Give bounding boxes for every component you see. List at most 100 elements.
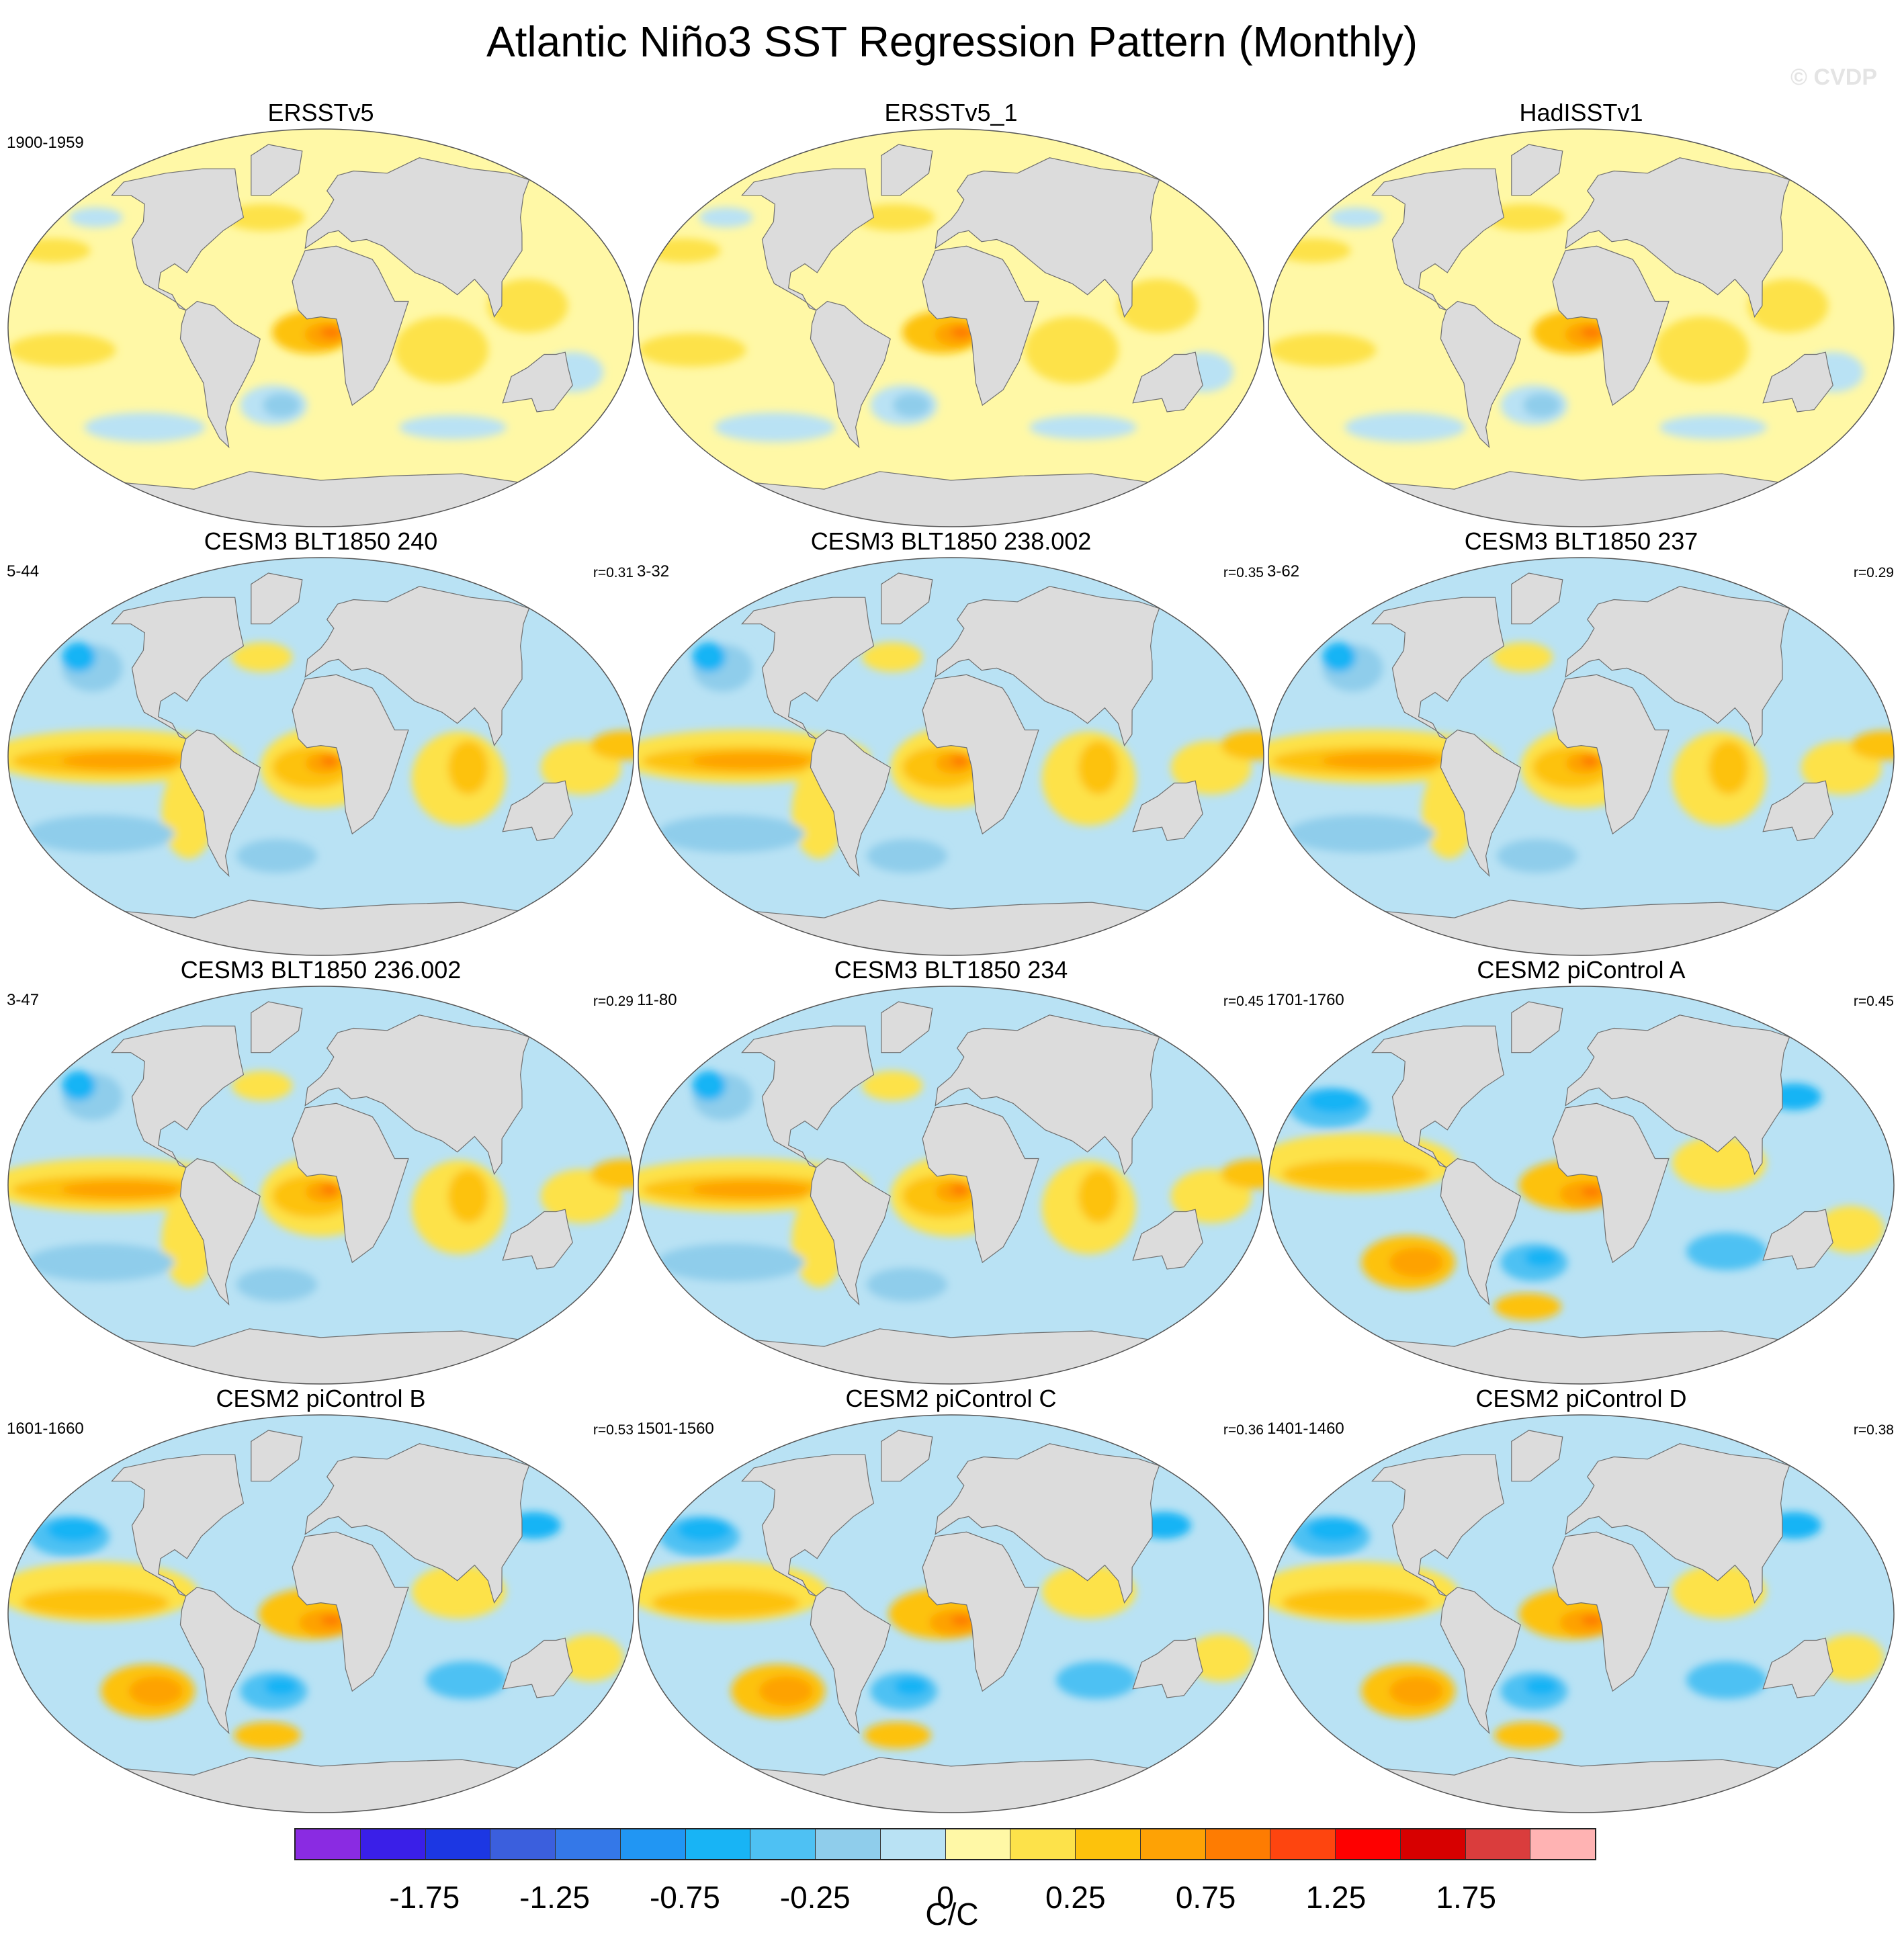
sst-anomaly-region	[320, 755, 339, 767]
land-mask	[751, 900, 1152, 955]
panel-correlation: r=0.36	[1223, 1422, 1264, 1438]
land-mask	[1565, 1443, 1790, 1604]
sst-anomaly-region	[893, 393, 931, 418]
sst-anomaly-region	[320, 326, 342, 339]
land-mask	[121, 471, 521, 527]
land-mask	[1511, 144, 1563, 196]
land-mask	[292, 1531, 409, 1692]
map-outline	[7, 1414, 634, 1813]
sst-anomaly-region	[1484, 204, 1565, 231]
land-mask	[251, 1001, 303, 1053]
land-mask	[502, 1637, 573, 1698]
land-mask	[922, 674, 1039, 835]
sst-anomaly-region	[1389, 1248, 1443, 1278]
land-mask	[292, 1102, 409, 1264]
colorbar-box-4	[556, 1829, 621, 1859]
sst-anomaly-region	[447, 740, 488, 795]
sst-anomaly-region	[1581, 1614, 1602, 1626]
sst-anomaly-region	[232, 1071, 293, 1100]
land-mask	[1762, 351, 1833, 413]
sst-anomaly-region	[1389, 1676, 1443, 1706]
colorbar-label: 0.75	[1175, 1880, 1236, 1915]
panel-title: CESM3 BLT1850 237	[1464, 527, 1698, 555]
land-mask	[1381, 900, 1782, 955]
panel-correlation: r=0.45	[1853, 994, 1894, 1009]
panel-years: 11-80	[637, 991, 677, 1009]
land-mask	[922, 245, 1039, 406]
sst-anomaly-region	[1041, 1565, 1136, 1619]
land-mask	[1371, 1025, 1505, 1168]
sst-anomaly-region	[1708, 740, 1749, 795]
sst-anomaly-region	[862, 642, 923, 672]
sst-anomaly-region	[1268, 333, 1377, 367]
sst-map	[7, 128, 634, 527]
sst-anomaly-region	[1817, 1205, 1885, 1253]
land-mask	[1565, 157, 1790, 318]
sst-anomaly-region	[1307, 1518, 1361, 1542]
land-mask	[810, 1158, 891, 1306]
map-outline	[638, 128, 1264, 527]
sst-anomaly-region	[1117, 279, 1199, 333]
sst-anomaly-region	[1287, 815, 1435, 853]
colorbar-box-11	[1010, 1829, 1076, 1859]
sst-anomaly-region	[1686, 1232, 1767, 1270]
sst-anomaly-region	[863, 1721, 931, 1749]
sst-anomaly-region	[692, 642, 726, 672]
colorbar-label: 1.75	[1436, 1880, 1496, 1915]
map-panel: CESM3 BLT1850 238.002 3-32 r=0.35	[637, 527, 1265, 957]
panel-correlation: r=0.35	[1223, 565, 1264, 580]
sst-anomaly-region	[84, 413, 206, 442]
sst-anomaly-region	[224, 204, 305, 231]
land-mask	[502, 351, 573, 413]
land-mask	[881, 144, 933, 196]
land-mask	[1371, 1454, 1505, 1597]
sst-anomaly-region	[1581, 1186, 1602, 1197]
sst-anomaly-region	[699, 207, 753, 228]
map-outline	[638, 557, 1264, 956]
sst-anomaly-region	[951, 755, 969, 767]
sst-anomaly-region	[1492, 642, 1553, 672]
sst-anomaly-region	[656, 815, 805, 853]
sst-anomaly-region	[862, 1071, 923, 1100]
colorbar-box-10	[945, 1829, 1011, 1859]
sst-anomaly-region	[60, 1180, 182, 1199]
land-mask	[251, 144, 303, 196]
land-mask	[741, 168, 875, 311]
panel-title: HadISSTv1	[1519, 99, 1643, 126]
panel-years: 3-32	[637, 562, 670, 580]
map-outline	[1268, 1414, 1895, 1813]
sst-anomaly-region	[1322, 642, 1356, 672]
sst-anomaly-region	[1655, 316, 1749, 384]
land-mask	[111, 597, 245, 740]
sst-anomaly-region	[951, 1614, 972, 1626]
sst-anomaly-region	[1524, 1248, 1559, 1268]
map-panel: ERSSTv5 1900-1959	[7, 98, 635, 528]
sst-anomaly-region	[26, 815, 175, 853]
sst-anomaly-region	[1029, 415, 1137, 439]
land-mask	[1440, 1586, 1521, 1735]
panel-correlation: r=0.38	[1853, 1422, 1894, 1438]
sst-anomaly-region	[128, 1676, 183, 1706]
colorbar-label: 1.25	[1305, 1880, 1367, 1915]
sst-anomaly-region	[1307, 1089, 1361, 1113]
sst-anomaly-region	[1494, 1293, 1561, 1320]
land-mask	[111, 1025, 245, 1168]
land-mask	[751, 1757, 1152, 1813]
sst-map	[638, 986, 1264, 1385]
panel-title: CESM3 BLT1850 234	[834, 956, 1068, 984]
sst-anomaly-region	[1055, 1661, 1137, 1699]
colorbar-box-18	[1465, 1829, 1531, 1859]
land-mask	[1552, 1102, 1670, 1264]
land-mask	[810, 729, 891, 877]
land-mask	[1552, 245, 1670, 406]
land-mask	[1511, 572, 1563, 625]
panel-title: CESM2 piControl C	[845, 1385, 1057, 1412]
land-mask	[1371, 597, 1505, 740]
land-mask	[121, 1757, 521, 1813]
panel-years: 3-47	[7, 991, 40, 1009]
sst-anomaly-region	[556, 1634, 624, 1682]
map-panel: CESM2 piControl B 1601-1660 r=0.53	[7, 1384, 635, 1814]
land-mask	[179, 1158, 261, 1306]
colorbar-box-9	[880, 1829, 946, 1859]
map-outline	[1268, 128, 1895, 527]
